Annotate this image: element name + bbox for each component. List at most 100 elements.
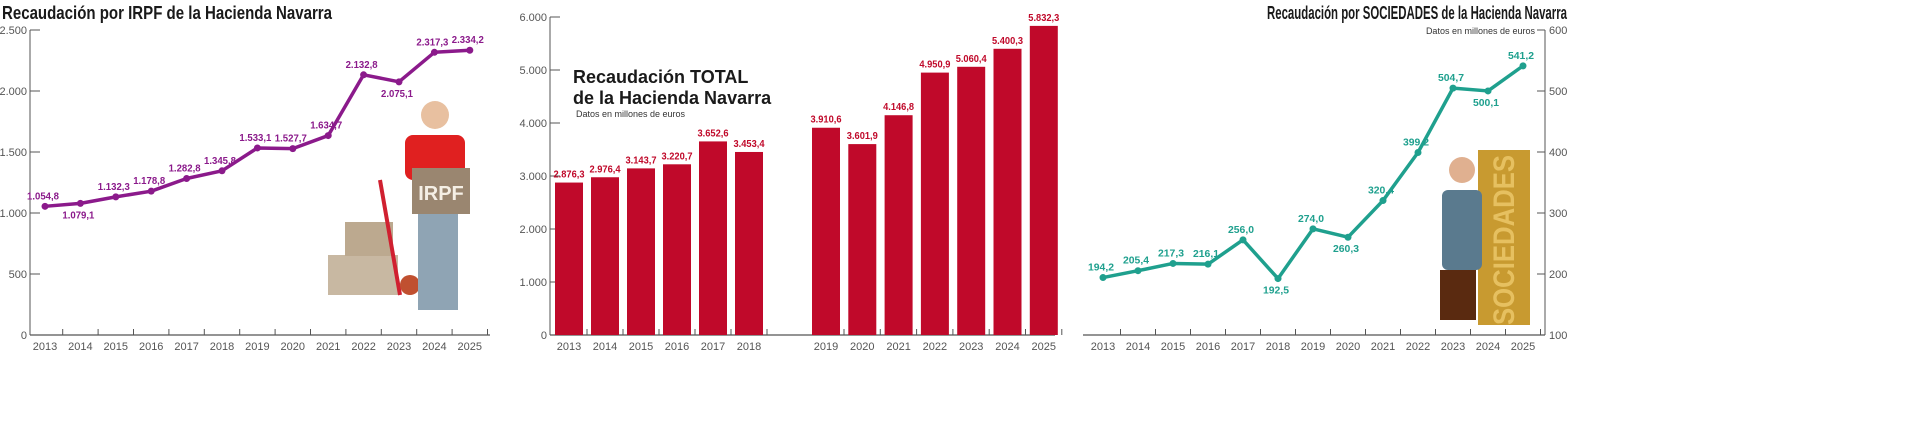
data-label: 2.976,4 xyxy=(590,163,621,175)
y-tick-label: 2.500 xyxy=(0,25,27,37)
data-point-2020 xyxy=(1344,233,1352,241)
data-point-2019 xyxy=(253,144,261,152)
data-label: 4.950,9 xyxy=(919,59,950,71)
data-label: 5.400,3 xyxy=(992,35,1023,47)
data-label: 216,1 xyxy=(1193,248,1219,260)
data-point-2023 xyxy=(395,78,403,86)
y-tick-label: 200 xyxy=(1549,269,1567,281)
data-point-2021 xyxy=(1379,197,1387,205)
data-label: 5.060,4 xyxy=(956,53,987,65)
data-label: 2.334,2 xyxy=(452,34,484,46)
data-label: 399,2 xyxy=(1403,136,1429,148)
data-label: 1.054,8 xyxy=(27,190,59,202)
chart-2: Recaudación por SOCIEDADES de la Haciend… xyxy=(1083,3,1568,353)
y-tick-label: 500 xyxy=(9,269,27,281)
irpf-illustration: IRPF xyxy=(328,101,470,310)
data-point-2025 xyxy=(466,46,474,54)
data-label: 205,4 xyxy=(1123,255,1149,267)
data-point-2016 xyxy=(147,187,155,195)
y-tick-label: 3.000 xyxy=(519,171,547,183)
x-tick-label: 2020 xyxy=(281,341,305,353)
x-tick-label: 2020 xyxy=(1336,341,1360,353)
data-label: 3.601,9 xyxy=(847,130,878,142)
chart-title-line1: Recaudación TOTAL xyxy=(573,67,748,87)
x-tick-label: 2017 xyxy=(701,341,725,353)
data-point-2015 xyxy=(1169,259,1177,267)
y-tick-label: 300 xyxy=(1549,208,1567,220)
x-tick-label: 2022 xyxy=(923,341,947,353)
x-tick-label: 2024 xyxy=(422,341,446,353)
x-tick-label: 2025 xyxy=(458,341,482,353)
data-label: 1.132,3 xyxy=(98,181,130,193)
bar-2022 xyxy=(920,72,949,336)
x-tick-label: 2014 xyxy=(68,341,92,353)
data-point-2019 xyxy=(1309,225,1317,233)
data-point-2017 xyxy=(1239,236,1247,244)
chart-0: Recaudación por IRPF de la Hacienda Nava… xyxy=(0,3,490,353)
chart-title: Recaudación por SOCIEDADES de la Haciend… xyxy=(1267,3,1568,23)
data-label: 3.910,6 xyxy=(811,114,842,126)
data-label: 1.282,8 xyxy=(169,162,201,174)
data-label: 3.453,4 xyxy=(734,138,765,150)
data-point-2016 xyxy=(1204,260,1212,268)
x-tick-label: 2014 xyxy=(1126,341,1150,353)
x-tick-label: 2023 xyxy=(1441,341,1465,353)
chart-title-line2: de la Hacienda Navarra xyxy=(573,88,772,108)
x-tick-label: 2016 xyxy=(139,341,163,353)
data-label: 504,7 xyxy=(1438,72,1464,84)
data-point-2025 xyxy=(1519,62,1527,70)
bar-2020 xyxy=(848,144,877,335)
x-tick-label: 2024 xyxy=(995,341,1019,353)
chart-title: Recaudación por IRPF de la Hacienda Nava… xyxy=(2,3,333,23)
y-tick-label: 6.000 xyxy=(519,12,547,24)
data-point-2013 xyxy=(41,202,49,210)
data-point-2024 xyxy=(430,48,438,56)
x-tick-label: 2016 xyxy=(665,341,689,353)
x-tick-label: 2015 xyxy=(629,341,653,353)
chart-subtitle: Datos en millones de euros xyxy=(576,109,686,119)
data-point-2020 xyxy=(289,145,297,153)
charts: Recaudación por IRPF de la Hacienda Nava… xyxy=(0,3,1568,353)
data-point-2018 xyxy=(218,167,226,175)
x-tick-label: 2025 xyxy=(1032,341,1056,353)
x-tick-label: 2022 xyxy=(351,341,375,353)
x-tick-label: 2014 xyxy=(593,341,617,353)
y-tick-label: 600 xyxy=(1549,25,1567,37)
x-tick-label: 2013 xyxy=(557,341,581,353)
x-tick-label: 2021 xyxy=(316,341,340,353)
x-tick-label: 2024 xyxy=(1476,341,1500,353)
data-label: 1.079,1 xyxy=(62,209,94,221)
data-label: 2.132,8 xyxy=(346,59,378,71)
data-point-2022 xyxy=(1414,148,1422,156)
x-tick-label: 2023 xyxy=(387,341,411,353)
irpf-box-text: IRPF xyxy=(418,183,464,205)
data-label: 1.533,1 xyxy=(239,132,271,144)
data-point-2018 xyxy=(1274,275,1282,283)
bar-2018 xyxy=(735,151,763,335)
x-tick-label: 2022 xyxy=(1406,341,1430,353)
x-tick-label: 2015 xyxy=(1161,341,1185,353)
data-point-2023 xyxy=(1449,84,1457,92)
bar-2013 xyxy=(555,182,583,335)
bar-2015 xyxy=(627,168,655,335)
x-tick-label: 2018 xyxy=(210,341,234,353)
data-label: 5.832,3 xyxy=(1028,12,1059,24)
data-label: 3.143,7 xyxy=(626,154,657,166)
x-tick-label: 2020 xyxy=(850,341,874,353)
data-label: 256,0 xyxy=(1228,224,1254,236)
y-tick-label: 0 xyxy=(541,330,547,342)
data-label: 274,0 xyxy=(1298,213,1324,225)
x-tick-label: 2015 xyxy=(104,341,128,353)
x-tick-label: 2017 xyxy=(1231,341,1255,353)
data-point-2015 xyxy=(112,193,120,201)
data-point-2014 xyxy=(1134,267,1142,275)
data-label: 2.075,1 xyxy=(381,88,413,100)
data-label: 1.345,8 xyxy=(204,155,236,167)
data-label: 3.652,6 xyxy=(698,127,729,139)
x-tick-label: 2013 xyxy=(1091,341,1115,353)
y-tick-label: 1.500 xyxy=(0,147,27,159)
x-tick-label: 2023 xyxy=(959,341,983,353)
data-label: 192,5 xyxy=(1263,285,1289,297)
x-tick-label: 2019 xyxy=(245,341,269,353)
